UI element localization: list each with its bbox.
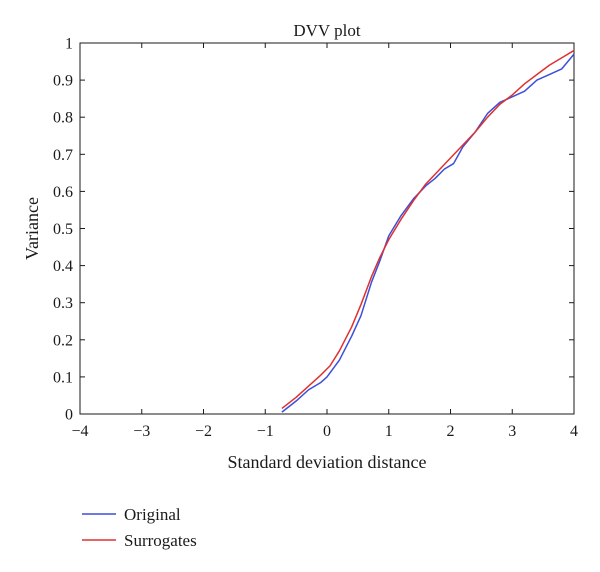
y-tick-label: 0.1 (53, 369, 73, 386)
y-tick-label: 1 (65, 36, 73, 53)
y-axis-title: Variance (22, 197, 42, 260)
x-tick-label: 0 (323, 423, 331, 440)
x-tick-label: 4 (570, 423, 578, 440)
y-tick-label: 0.5 (53, 221, 73, 238)
y-tick-label: 0.8 (53, 110, 73, 127)
series-line-surrogates (281, 49, 575, 410)
series-line-original (281, 53, 575, 413)
x-tick-label: 1 (385, 423, 393, 440)
x-axis-ticks: −4 −3 −2 −1 0 1 2 3 4 (71, 43, 578, 440)
y-axis-ticks: 0 0.1 0.2 0.3 0.4 0.5 0.6 0.7 0.8 0.9 1 (53, 36, 574, 424)
y-tick-label: 0.7 (53, 147, 73, 164)
legend-label-surrogates: Surrogates (124, 531, 197, 550)
y-tick-label: 0.2 (53, 332, 73, 349)
legend-label-original: Original (124, 505, 181, 524)
legend: Original Surrogates (82, 505, 197, 550)
plot-frame (79, 42, 575, 415)
chart-title: DVV plot (293, 21, 360, 40)
y-tick-label: 0 (65, 407, 73, 424)
y-tick-label: 0.6 (53, 184, 73, 201)
series-lines (281, 49, 575, 413)
y-tick-label: 0.9 (53, 73, 73, 90)
x-tick-label: −4 (71, 423, 88, 440)
plot-area-border (79, 42, 575, 415)
x-axis-title: Standard deviation distance (228, 452, 427, 472)
y-tick-label: 0.4 (53, 258, 73, 275)
x-tick-label: −3 (133, 423, 150, 440)
y-tick-label: 0.3 (53, 295, 73, 312)
x-tick-label: −2 (195, 423, 212, 440)
x-tick-label: 3 (508, 423, 516, 440)
x-tick-label: −1 (257, 423, 274, 440)
x-tick-label: 2 (447, 423, 455, 440)
